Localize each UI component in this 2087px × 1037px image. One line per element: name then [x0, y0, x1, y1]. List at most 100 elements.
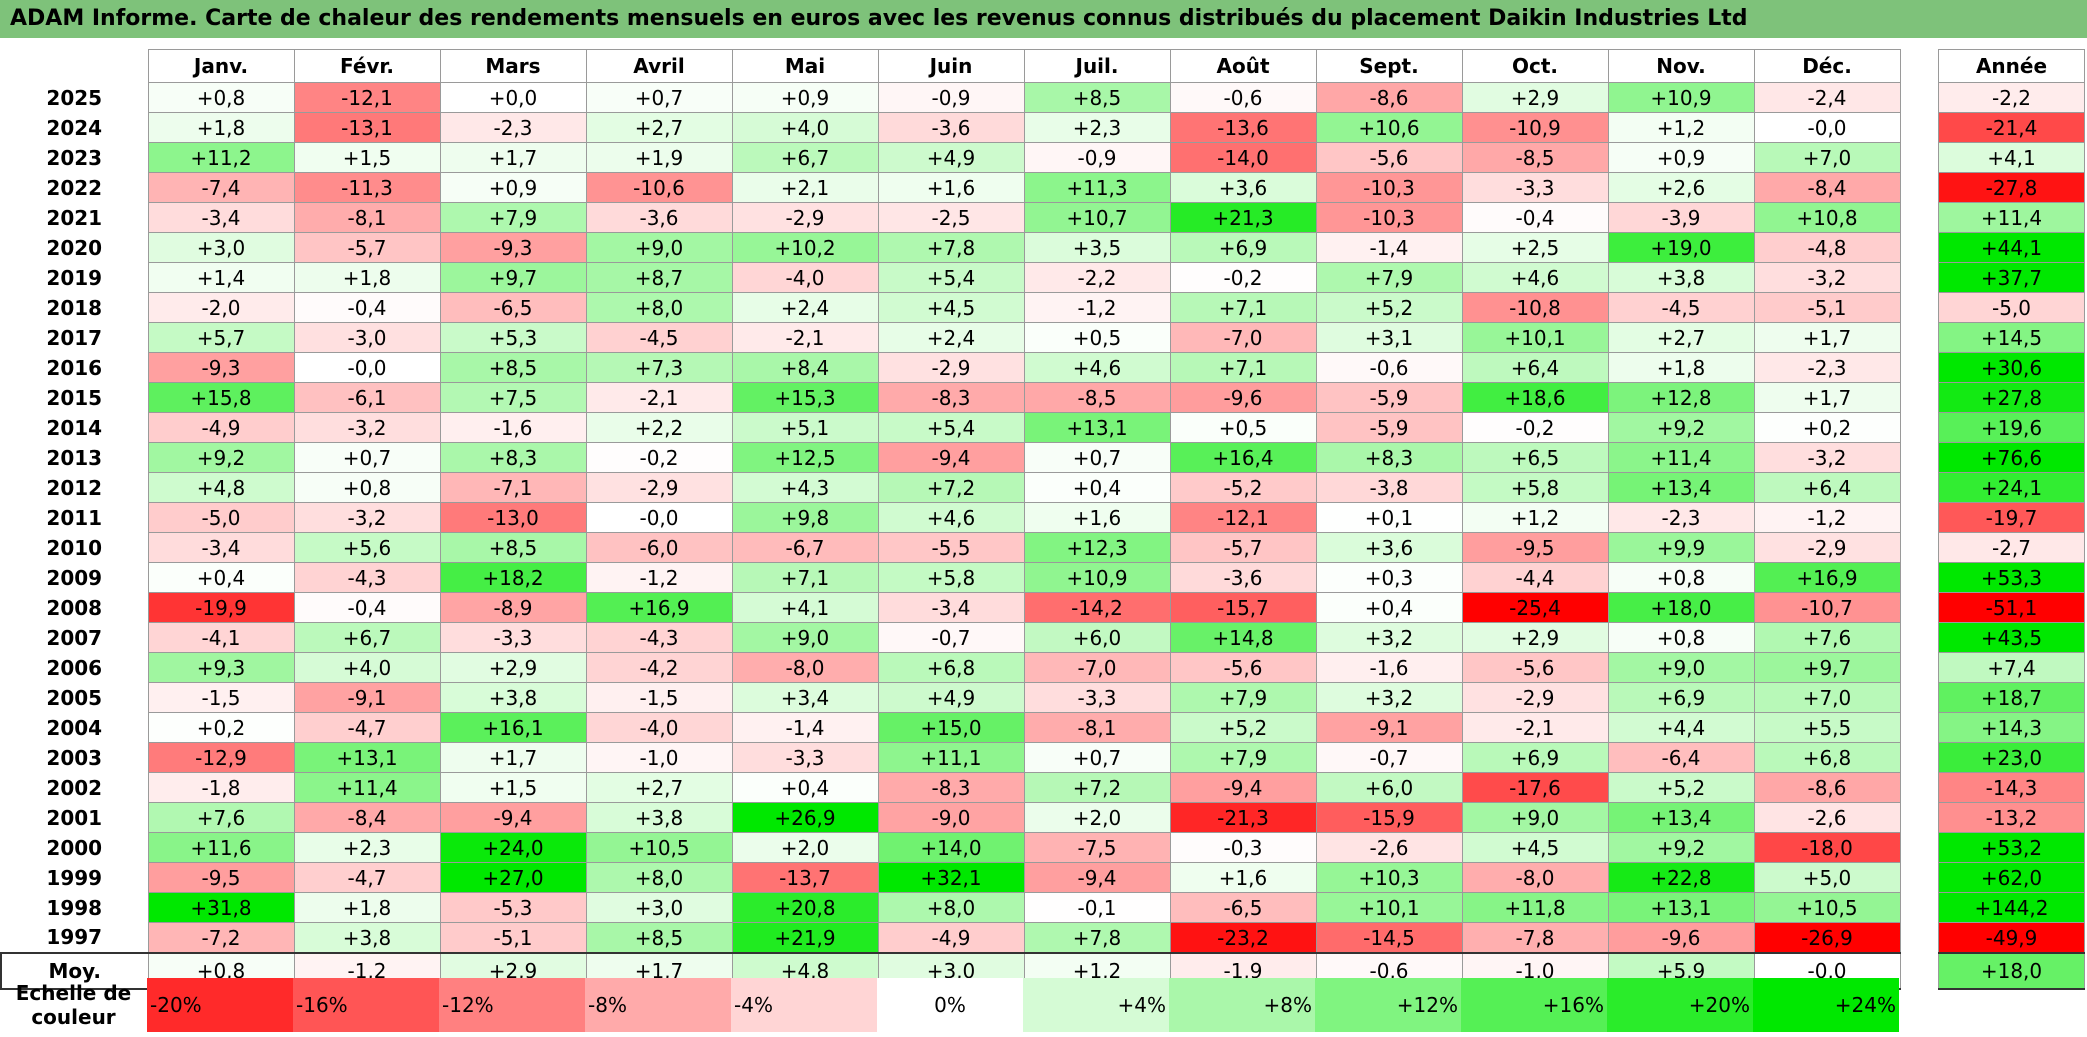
heatmap-cell: +20,8 [731, 892, 879, 923]
heatmap-cell: -0,6 [1169, 82, 1317, 113]
heatmap-cell: +8,7 [585, 262, 733, 293]
heatmap-cell: -15,7 [1169, 592, 1317, 623]
heatmap-cell: +0,7 [1023, 442, 1171, 473]
heatmap-cell: +0,4 [1315, 592, 1463, 623]
heatmap-cell: -2,3 [439, 112, 587, 143]
heatmap-cell: +7,9 [1169, 682, 1317, 713]
heatmap-cell: -10,7 [1753, 592, 1901, 623]
heatmap-cell: +9,7 [1753, 652, 1901, 683]
heatmap-cell: -2,6 [1315, 832, 1463, 863]
heatmap-cell: -3,3 [1461, 172, 1609, 203]
heatmap-cell: +0,7 [293, 442, 441, 473]
heatmap-cell: -11,3 [293, 172, 441, 203]
year-label: 2013 [46, 445, 103, 470]
heatmap-cell: -19,9 [147, 592, 295, 623]
heatmap-cell: +11,1 [877, 742, 1025, 773]
heatmap-cell: -3,6 [585, 202, 733, 233]
year-label: 2007 [46, 625, 103, 650]
heatmap-cell: -3,4 [147, 532, 295, 563]
heatmap-cell: -23,2 [1169, 922, 1317, 954]
heatmap-cell: +2,9 [1461, 82, 1609, 113]
year-label: 1998 [46, 895, 103, 920]
table-row: 2000 +11,6 +2,3 +24,0 +10,5 +2,0 +14,0 -7,5 -0,3… [1, 832, 1901, 863]
heatmap-cell: -5,7 [293, 232, 441, 263]
heatmap-cell: -5,7 [1169, 532, 1317, 563]
heatmap-cell: +2,7 [585, 772, 733, 803]
year-label: 2008 [46, 595, 103, 620]
heatmap-cell: +21,3 [1169, 202, 1317, 233]
table-row: 2011 -5,0 -3,2 -13,0 -0,0 +9,8 +4,6 +1,6 -12,1 +0… [1, 502, 1901, 533]
heatmap-cell: -5,1 [439, 922, 587, 954]
year-label: 1999 [46, 865, 103, 890]
heatmap-cell: +0,1 [1315, 502, 1463, 533]
page-title: ADAM Informe. Carte de chaleur des rende… [0, 0, 2087, 38]
heatmap-cell: -2,9 [585, 472, 733, 503]
table-row: 2009 +0,4 -4,3 +18,2 -1,2 +7,1 +5,8 +10,9 -3,6 +0… [1, 562, 1901, 593]
annual-cell: +19,6 [1938, 412, 2085, 443]
heatmap-cell: +18,0 [1607, 592, 1755, 623]
heatmap-cell: +4,1 [731, 592, 879, 623]
heatmap-cell: +3,0 [147, 232, 295, 263]
heatmap-cell: +7,0 [1753, 142, 1901, 173]
table-row: 2021 -3,4 -8,1 +7,9 -3,6 -2,9 -2,5 +10,7 +21,3 -1… [1, 202, 1901, 233]
table-row: 2013 +9,2 +0,7 +8,3 -0,2 +12,5 -9,4 +0,7 +16,4 +8… [1, 442, 1901, 473]
table-row: 1997 -7,2 +3,8 -5,1 +8,5 +21,9 -4,9 +7,8 -23,2 -1… [1, 922, 1901, 954]
heatmap-cell: +2,9 [1461, 622, 1609, 653]
heatmap-cell: +1,2 [1461, 502, 1609, 533]
heatmap-cell: -1,0 [585, 742, 733, 773]
heatmap-cell: +6,0 [1315, 772, 1463, 803]
heatmap-cell: +1,7 [1753, 382, 1901, 413]
heatmap-cell: +9,9 [1607, 532, 1755, 563]
heatmap-cell: +2,0 [731, 832, 879, 863]
heatmap-cell: +0,7 [1023, 742, 1171, 773]
heatmap-cell: +10,2 [731, 232, 879, 263]
heatmap-cell: +1,8 [1607, 352, 1755, 383]
heatmap-cell: -1,8 [147, 772, 295, 803]
heatmap-cell: +10,1 [1315, 892, 1463, 923]
heatmap-cell: -14,0 [1169, 142, 1317, 173]
heatmap-cell: +4,0 [293, 652, 441, 683]
heatmap-cell: -1,4 [731, 712, 879, 743]
heatmap-cell: -9,1 [1315, 712, 1463, 743]
month-header: Août [1169, 49, 1317, 83]
heatmap-cell: +8,0 [877, 892, 1025, 923]
heatmap-cell: +8,5 [439, 532, 587, 563]
heatmap-cell: +0,8 [1607, 562, 1755, 593]
heatmap-cell: +5,2 [1315, 292, 1463, 323]
month-header: Avril [585, 49, 733, 83]
heatmap-cell: +18,6 [1461, 382, 1609, 413]
average-annual-cell: +18,0 [1938, 952, 2085, 990]
annual-cell: -51,1 [1938, 592, 2085, 623]
heatmap-cell: +0,4 [147, 562, 295, 593]
heatmap-cell: -9,3 [439, 232, 587, 263]
heatmap-cell: -5,1 [1753, 292, 1901, 323]
year-label: 2001 [46, 805, 103, 830]
heatmap-cell: -3,6 [877, 112, 1025, 143]
year-label: 2021 [46, 205, 103, 230]
heatmap-cell: +7,8 [877, 232, 1025, 263]
heatmap-cell: +8,5 [439, 352, 587, 383]
heatmap-cell: -4,0 [731, 262, 879, 293]
heatmap-cell: -6,7 [731, 532, 879, 563]
heatmap-cell: -3,8 [1315, 472, 1463, 503]
heatmap-cell: -4,9 [877, 922, 1025, 954]
heatmap-cell: +13,4 [1607, 802, 1755, 833]
legend-swatch: +20% [1607, 978, 1753, 1032]
table-row: 2012 +4,8 +0,8 -7,1 -2,9 +4,3 +7,2 +0,4 -5,2 -3,8… [1, 472, 1901, 503]
heatmap-cell: +8,4 [731, 352, 879, 383]
annual-cell: +30,6 [1938, 352, 2085, 383]
heatmap-cell: +3,2 [1315, 622, 1463, 653]
annual-cell: +14,3 [1938, 712, 2085, 743]
month-header: Janv. [147, 49, 295, 83]
heatmap-cell: +0,8 [1607, 622, 1755, 653]
annual-cell: +53,2 [1938, 832, 2085, 863]
heatmap-cell: +9,0 [731, 622, 879, 653]
heatmap-cell: +4,8 [147, 472, 295, 503]
heatmap-cell: +6,5 [1461, 442, 1609, 473]
table-row: 1999 -9,5 -4,7 +27,0 +8,0 -13,7 +32,1 -9,4 +1,6 +… [1, 862, 1901, 893]
heatmap-cell: -2,1 [731, 322, 879, 353]
heatmap-cell: -3,2 [293, 502, 441, 533]
heatmap-cell: -4,5 [1607, 292, 1755, 323]
heatmap-cell: -8,0 [1461, 862, 1609, 893]
heatmap-cell: -13,7 [731, 862, 879, 893]
